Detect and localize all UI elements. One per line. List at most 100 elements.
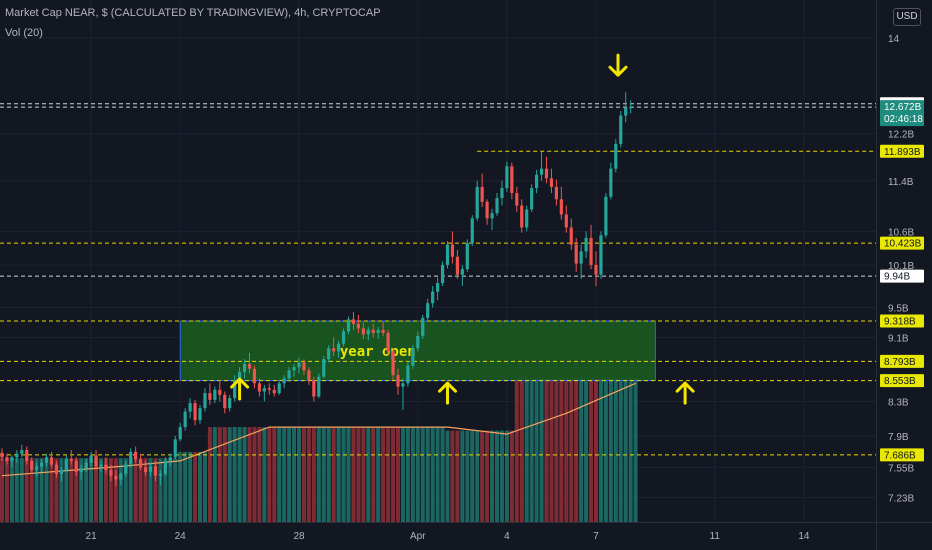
volume-bar (598, 378, 603, 522)
volume-bar (133, 458, 138, 522)
candle-body (49, 457, 54, 465)
volume-bar (272, 427, 277, 522)
candle-body (262, 388, 266, 392)
volume-bar (475, 430, 480, 522)
candle-body (337, 343, 341, 352)
candle-body (356, 323, 360, 329)
volume-indicator-label[interactable]: Vol (20) (5, 27, 43, 39)
volume-bar (198, 451, 202, 522)
price-label-text: 10.423B (884, 239, 922, 250)
price-label-text: 8.553B (884, 376, 916, 387)
volume-bar (564, 378, 569, 522)
volume-bar (361, 427, 366, 522)
volume-bar (49, 458, 54, 522)
volume-bars (0, 378, 638, 522)
candle-body (25, 450, 29, 461)
volume-bar (490, 430, 495, 522)
candle-body (371, 329, 375, 333)
candle-body (242, 363, 247, 372)
volume-bar (292, 427, 297, 522)
volume-bar (128, 458, 133, 522)
candle-body (450, 244, 455, 257)
volume-bar (504, 430, 509, 522)
candle-body (153, 466, 158, 476)
candle-body (109, 470, 113, 476)
volume-bar (509, 430, 514, 522)
candle-body (99, 464, 103, 467)
candle-body (406, 365, 410, 384)
candle-body (272, 389, 276, 394)
candle-body (257, 383, 261, 392)
price-label-tag (880, 314, 924, 328)
candle-body (361, 328, 365, 335)
chart-title: Market Cap NEAR, $ (CALCULATED BY TRADIN… (5, 7, 381, 19)
candle-body (485, 201, 489, 219)
candle-body (470, 218, 474, 244)
volume-bar (4, 458, 9, 522)
volume-bar (455, 430, 460, 522)
volume-bar (376, 427, 381, 522)
volume-bar (559, 378, 564, 522)
candle-body (30, 460, 34, 471)
volume-bar (574, 378, 579, 522)
volume-bar (618, 378, 623, 522)
candle-body (376, 329, 380, 333)
volume-bar (297, 427, 301, 522)
volume-bar (113, 458, 118, 522)
candle-body (460, 269, 464, 275)
volume-bar (465, 430, 470, 522)
volume-bar (584, 378, 589, 522)
volume-bar (554, 378, 559, 522)
candle-body (554, 186, 558, 200)
candle-body (317, 376, 321, 397)
time-tick-label: 11 (710, 531, 721, 542)
candle-body (431, 291, 435, 304)
volume-bar (420, 427, 425, 522)
price-label-text: 12.672B (884, 102, 922, 113)
volume-bar (267, 427, 272, 522)
volume-bar (44, 458, 49, 522)
candle-body (391, 351, 395, 376)
candle-body (341, 331, 346, 344)
price-label-text: 7.686B (884, 450, 916, 461)
candle-body (35, 466, 39, 471)
volume-bar (396, 427, 400, 522)
currency-button[interactable]: USD (893, 8, 921, 26)
candle-body (440, 264, 445, 284)
volume-bar (430, 427, 435, 522)
price-labels: 12.734B12.672B02:46:1811.893B10.423B9.94… (880, 97, 924, 462)
arrow-up-icon (438, 381, 457, 405)
candle-body (307, 370, 311, 381)
volume-bar (99, 458, 103, 522)
candle-body (604, 196, 608, 236)
candle-body (569, 227, 573, 245)
time-tick-label: 28 (293, 531, 305, 542)
candle-body (495, 198, 499, 214)
candle-body (143, 467, 148, 472)
volume-bar (39, 458, 44, 522)
candle-body (465, 243, 469, 270)
candle-body (124, 464, 128, 474)
volume-bar (0, 458, 4, 522)
time-tick-label: Apr (410, 531, 426, 542)
time-tick-label: 21 (86, 531, 98, 542)
volume-bar (118, 458, 123, 522)
volume-bar (529, 378, 534, 522)
volume-bar (64, 458, 69, 522)
volume-bar (514, 378, 519, 522)
candle-body (396, 375, 400, 387)
price-label-tag (880, 100, 924, 127)
candle-body (549, 178, 554, 187)
candle-body (247, 363, 252, 369)
volume-bar (386, 427, 391, 522)
candle-body (228, 398, 232, 409)
candle-body (544, 168, 549, 179)
volume-bar (202, 451, 207, 522)
price-tick-label: 8.3B (888, 397, 909, 408)
volume-bar (54, 458, 59, 522)
candle-body (213, 389, 217, 400)
time-tick-label: 7 (593, 531, 599, 542)
time-axis[interactable]: 21 24 28 Apr 4 7 11 14 (86, 531, 810, 542)
volume-bar (544, 378, 549, 522)
